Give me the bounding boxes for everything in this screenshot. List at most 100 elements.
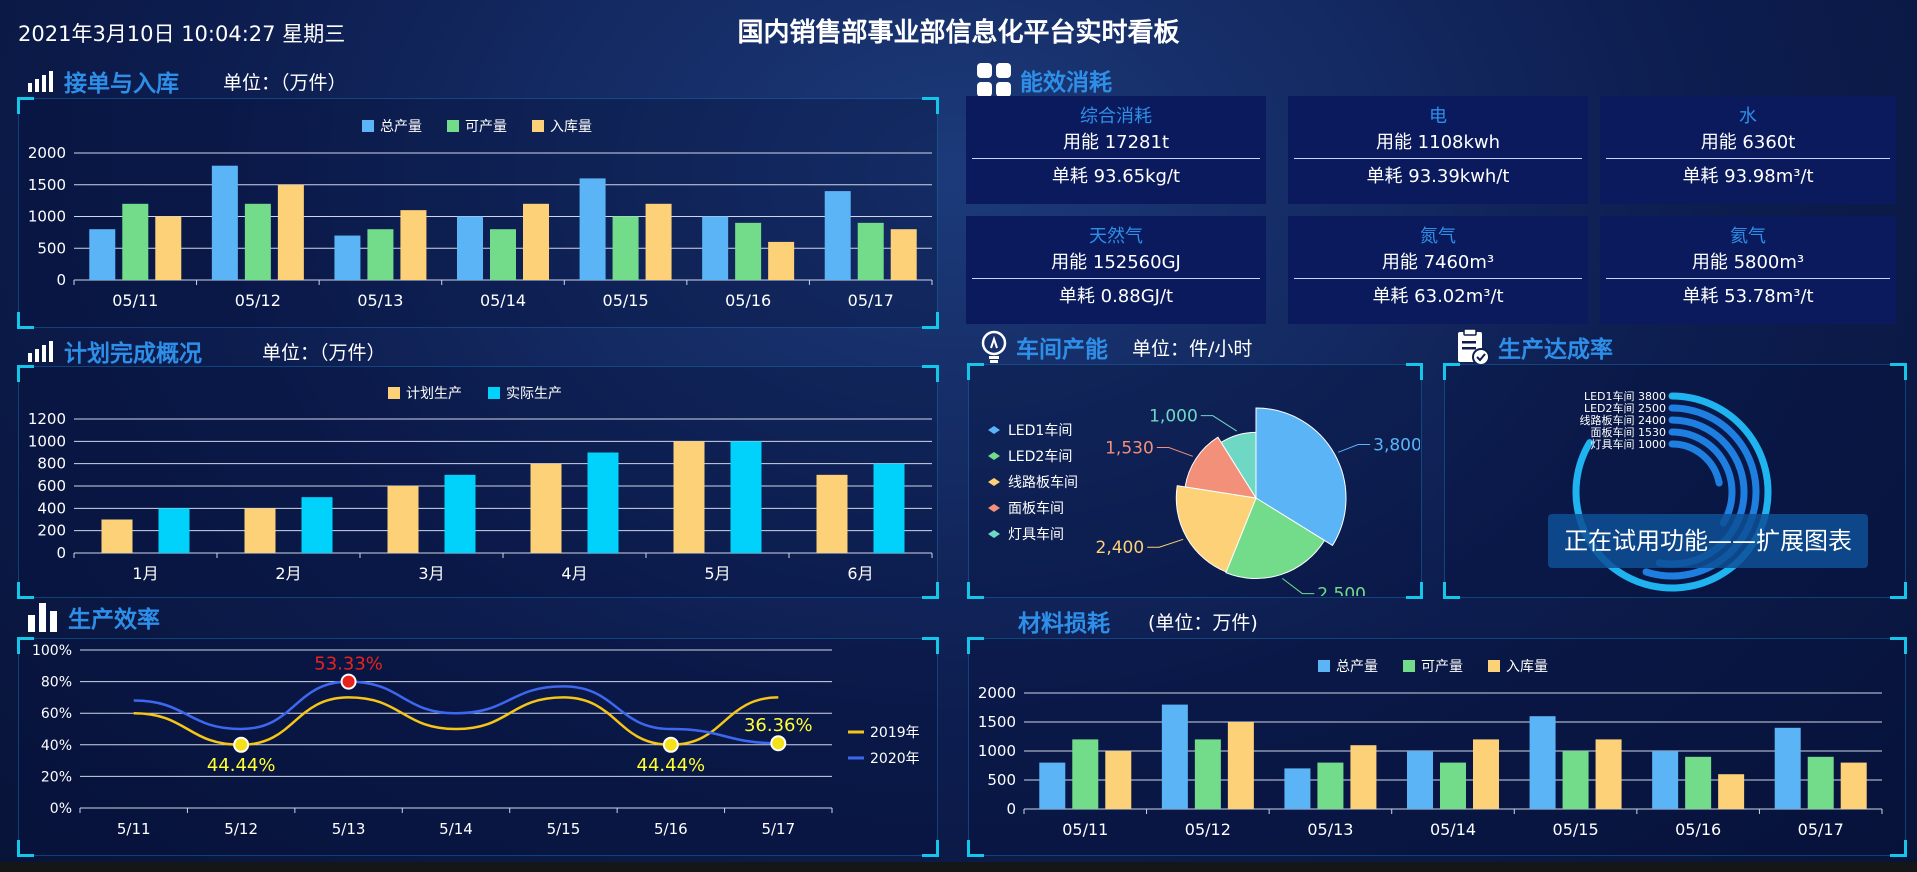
bar[interactable]: [824, 191, 851, 280]
bar[interactable]: [1595, 739, 1622, 809]
bar[interactable]: [1652, 751, 1679, 809]
bar[interactable]: [490, 229, 516, 280]
bar[interactable]: [1562, 751, 1589, 809]
line-series[interactable]: [133, 696, 779, 747]
annotation-marker[interactable]: [770, 735, 787, 752]
x-tick-label: 05/14: [1430, 820, 1476, 839]
x-tick-label: 5月: [704, 564, 730, 583]
bar[interactable]: [1807, 756, 1834, 809]
bar[interactable]: [1350, 745, 1377, 809]
bar[interactable]: [1317, 762, 1344, 809]
energy-card-per-unit: 单耗 93.39kwh/t: [1366, 166, 1510, 187]
pie-label-line: [1147, 538, 1184, 548]
bar[interactable]: [857, 222, 884, 280]
plan-section-title: 计划完成概况 单位：（万件）: [26, 334, 386, 368]
bar[interactable]: [1840, 762, 1867, 809]
radial-bar[interactable]: [1642, 404, 1760, 580]
bar[interactable]: [457, 216, 483, 281]
x-tick-label: 05/11: [1062, 820, 1108, 839]
x-tick-label: 05/15: [1553, 820, 1599, 839]
annotation-marker[interactable]: [233, 736, 250, 753]
bar[interactable]: [367, 229, 394, 280]
pie-slice[interactable]: [1220, 431, 1257, 500]
x-tick-label: 3月: [418, 564, 444, 583]
y-tick-label: 200: [37, 522, 66, 540]
bar[interactable]: [890, 229, 917, 280]
bar[interactable]: [1194, 739, 1221, 809]
bar[interactable]: [400, 210, 427, 280]
legend-label: 2019年: [870, 725, 920, 741]
bar[interactable]: [1105, 751, 1132, 809]
bar[interactable]: [673, 441, 705, 553]
bottom-scrollbar[interactable]: [0, 862, 1917, 872]
annotation-label: 44.44%: [637, 755, 706, 776]
bar[interactable]: [444, 474, 476, 553]
bar[interactable]: [1161, 704, 1188, 809]
bar[interactable]: [277, 184, 304, 280]
bar[interactable]: [244, 203, 271, 280]
bar[interactable]: [1440, 762, 1466, 809]
annotation-marker[interactable]: [340, 673, 357, 690]
bar[interactable]: [387, 486, 419, 553]
bar[interactable]: [1774, 727, 1801, 809]
bar[interactable]: [211, 165, 238, 280]
bar[interactable]: [612, 216, 639, 281]
workshop-title: 车间产能: [1016, 337, 1108, 363]
legend-label: 线路板车间: [1008, 474, 1078, 491]
x-tick-label: 05/15: [603, 291, 649, 310]
bar[interactable]: [1473, 739, 1499, 809]
bar[interactable]: [523, 203, 549, 280]
bar[interactable]: [645, 203, 672, 280]
bar[interactable]: [816, 474, 848, 553]
bar[interactable]: [1284, 768, 1311, 809]
pie-slice[interactable]: [1175, 485, 1257, 573]
bar[interactable]: [873, 463, 905, 553]
x-tick-label: 05/12: [235, 291, 281, 310]
x-tick-label: 5/11: [117, 820, 151, 838]
bar[interactable]: [89, 229, 116, 280]
x-tick-label: 05/16: [1675, 820, 1721, 839]
bar[interactable]: [301, 497, 333, 553]
radial-bar[interactable]: [1668, 440, 1723, 487]
bar[interactable]: [530, 463, 562, 553]
bar[interactable]: [155, 216, 182, 281]
bar[interactable]: [1529, 716, 1556, 809]
bar[interactable]: [702, 216, 729, 281]
bar[interactable]: [587, 452, 619, 554]
bar[interactable]: [768, 241, 795, 280]
bar[interactable]: [579, 178, 606, 280]
energy-card: 电用能 1108kwh 单耗 93.39kwh/t: [1288, 96, 1588, 204]
bar[interactable]: [101, 519, 133, 554]
bar[interactable]: [1407, 751, 1433, 809]
bar[interactable]: [1072, 739, 1099, 809]
x-tick-label: 1月: [132, 564, 158, 583]
header-datetime: 2021年3月10日 10:04:27 星期三: [18, 22, 346, 46]
annotation-marker[interactable]: [662, 736, 679, 753]
y-tick-label: 1000: [28, 208, 66, 226]
bar[interactable]: [730, 441, 762, 553]
bar[interactable]: [334, 235, 361, 280]
bar[interactable]: [122, 203, 149, 280]
bar[interactable]: [1718, 774, 1745, 809]
bar[interactable]: [244, 508, 276, 553]
orders-section-title: 接单与入库 单位：（万件）: [26, 64, 347, 98]
pie-slice[interactable]: [1225, 497, 1326, 580]
bar[interactable]: [735, 222, 762, 280]
bar[interactable]: [1685, 756, 1712, 809]
pie-label-line: [1337, 444, 1371, 453]
extended-chart-trial-button[interactable]: 正在试用功能——扩展图表: [1548, 514, 1868, 568]
bar[interactable]: [158, 508, 190, 553]
bar[interactable]: [1039, 762, 1066, 809]
x-tick-label: 4月: [561, 564, 587, 583]
pie-slice[interactable]: [1184, 436, 1258, 499]
legend-swatch: [447, 120, 459, 132]
line-series[interactable]: [133, 680, 779, 745]
radial-bar[interactable]: [1668, 428, 1736, 527]
plan-unit: 单位：（万件）: [262, 341, 386, 364]
pie-value-label: 1,530: [1105, 438, 1154, 458]
y-tick-label: 40%: [41, 738, 72, 754]
bar[interactable]: [1227, 722, 1254, 809]
x-tick-label: 5/15: [547, 820, 581, 838]
pie-slice[interactable]: [1255, 407, 1347, 547]
orders-title: 接单与入库: [64, 71, 179, 97]
